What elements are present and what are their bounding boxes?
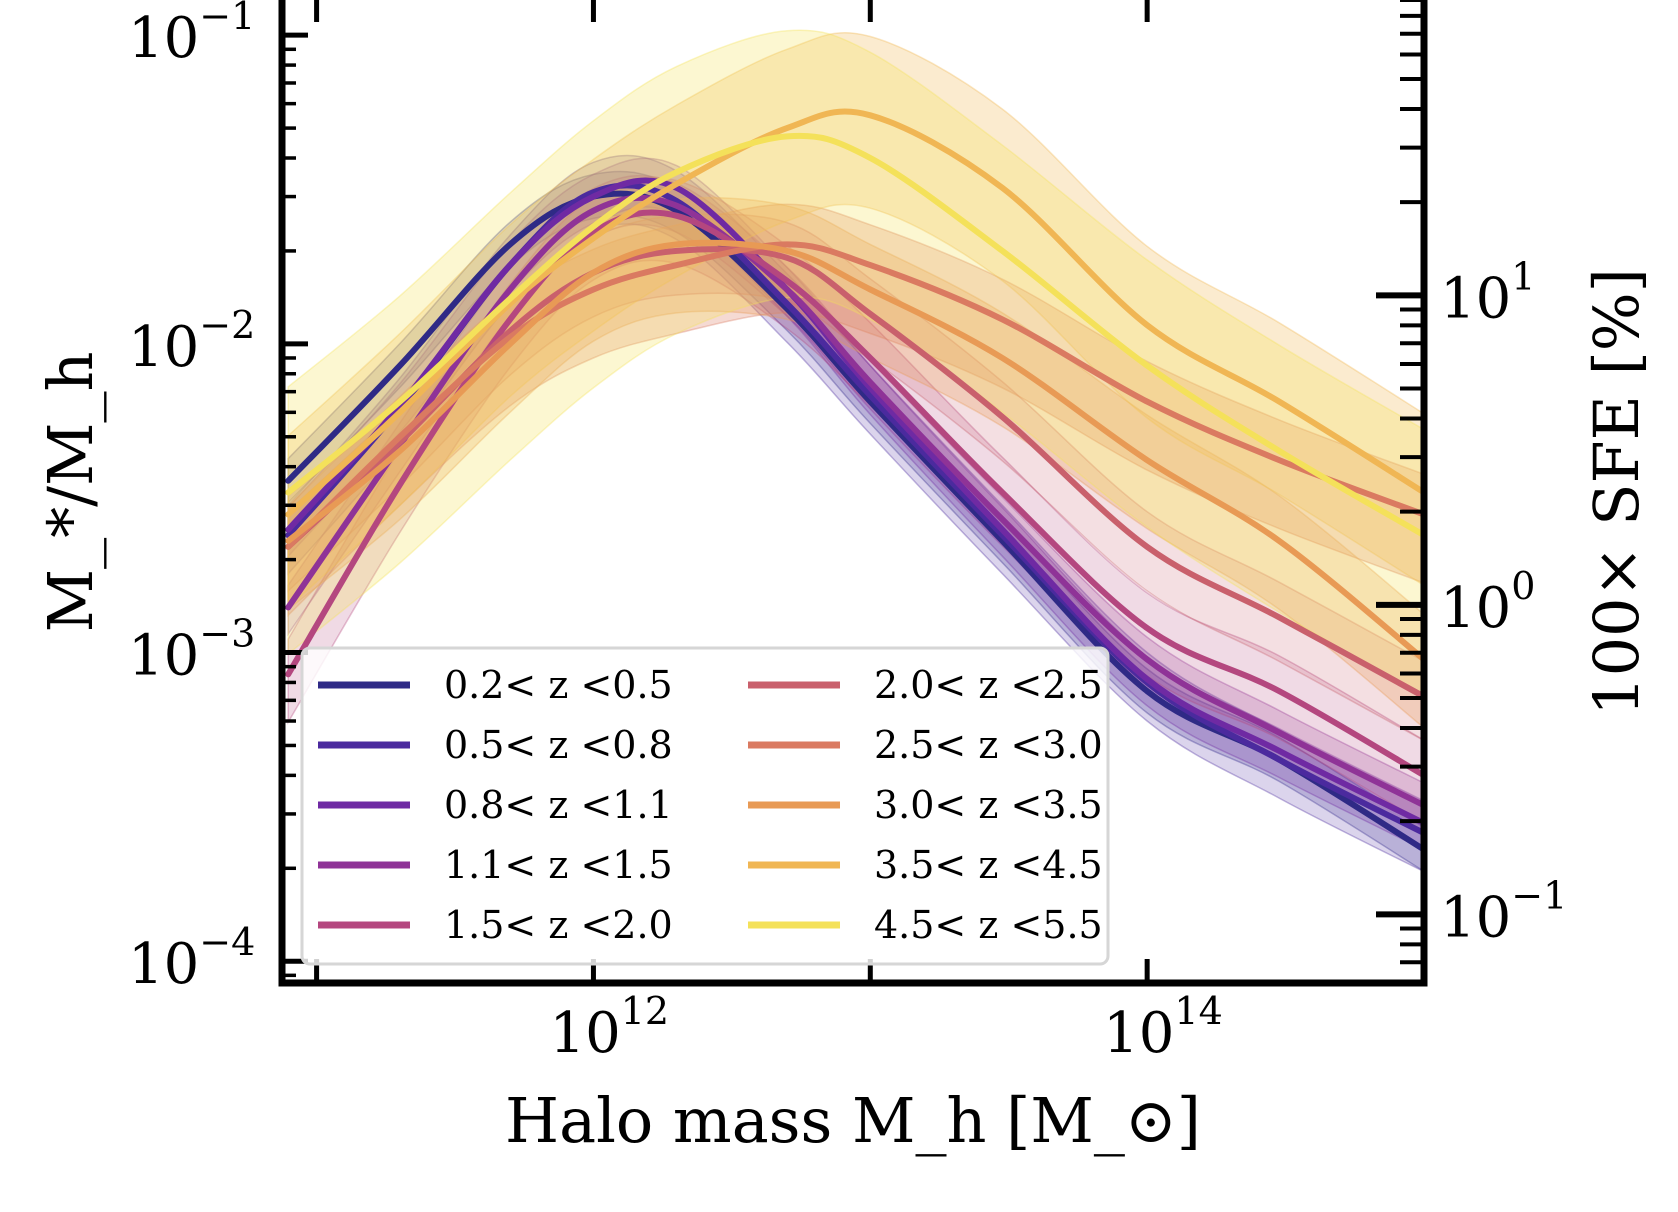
band-9	[287, 31, 1424, 610]
xticks-tick-label: 1012	[549, 989, 669, 1066]
yticks-tick-label: 10−2	[128, 303, 255, 380]
legend-label-1: 0.2< z <0.5	[444, 663, 673, 707]
yticks_right-tick-label: 10−1	[1440, 873, 1567, 950]
series-line-9	[285, 108, 1424, 518]
series-line-1	[285, 190, 1424, 853]
legend-label-9: 3.5< z <4.5	[874, 843, 1103, 887]
series-lines	[285, 108, 1424, 853]
band-10	[287, 29, 1424, 698]
legend-label-2: 0.5< z <0.8	[444, 723, 673, 767]
legend-box	[300, 646, 1110, 966]
plot-frame	[278, 0, 1428, 987]
axis-tick-labels: 1012 1014 10−1 10−2 10−3 10−4 101 100 10−1	[128, 0, 1567, 1066]
yticks_right-tick-label: 101	[1440, 254, 1535, 331]
legend-label-6: 2.0< z <2.5	[874, 663, 1103, 707]
band-7	[287, 203, 1424, 618]
y-right-axis-title: 100× SFE [%]	[1580, 268, 1653, 716]
legend-label-5: 1.5< z <2.0	[444, 903, 673, 947]
x-axis-title: Halo mass M_h [M_⊙]	[505, 1084, 1201, 1157]
legend-label-3: 0.8< z <1.1	[444, 783, 673, 827]
legend-label-10: 4.5< z <5.5	[874, 903, 1103, 947]
series-line-8	[285, 239, 1424, 663]
band-6	[287, 213, 1424, 742]
y-axis-title: M_*/M_h	[34, 352, 107, 633]
series-line-4	[285, 194, 1424, 809]
legend-label-4: 1.1< z <1.5	[444, 843, 673, 887]
series-line-10	[285, 132, 1424, 539]
legend: 0.2< z <0.5 0.5< z <0.8 0.8< z <1.1 1.1< z …	[300, 646, 1110, 966]
yticks-tick-label: 10−4	[128, 920, 255, 997]
series-line-7	[285, 241, 1424, 550]
yticks_right-tick-label: 100	[1440, 564, 1535, 641]
yticks-tick-label: 10−3	[128, 612, 255, 689]
xticks-tick-label: 1014	[1103, 989, 1223, 1066]
legend-label-7: 2.5< z <3.0	[874, 723, 1103, 767]
legend-label-8: 3.0< z <3.5	[874, 783, 1103, 827]
yticks-tick-label: 10−1	[128, 0, 255, 71]
